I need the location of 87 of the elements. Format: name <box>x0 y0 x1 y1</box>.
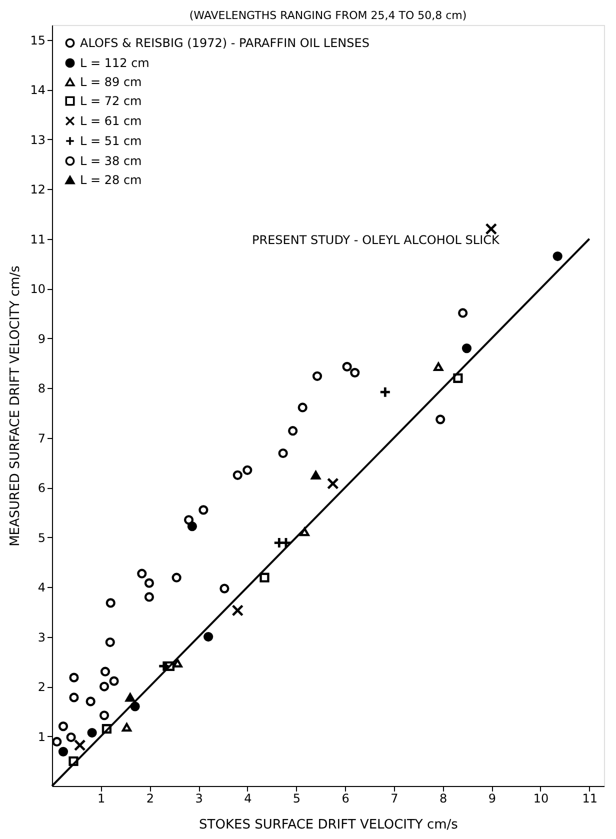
y-tick-label: 14 <box>30 83 46 98</box>
point <box>485 222 498 235</box>
x-tick-label: 4 <box>244 792 252 806</box>
point <box>99 710 110 720</box>
y-tick-label: 4 <box>38 580 46 595</box>
point <box>172 572 182 582</box>
point <box>458 308 468 318</box>
x-tick-label: 2 <box>146 792 154 806</box>
x-tick-label: 5 <box>292 792 301 806</box>
y-tick-label: 5 <box>38 530 46 545</box>
point <box>453 373 463 383</box>
y-tick-label: 12 <box>30 182 46 197</box>
point <box>184 515 194 525</box>
point <box>204 632 214 642</box>
x-tick-label: 8 <box>439 792 448 806</box>
point <box>58 746 68 756</box>
legend-label: L = 51 cm <box>80 134 142 148</box>
annotation: PRESENT STUDY - OLEYL ALCOHOL SLICK <box>252 233 501 247</box>
point <box>326 478 339 490</box>
point <box>109 676 119 686</box>
legend-label: L = 61 cm <box>80 114 142 128</box>
point <box>312 371 322 381</box>
x-tick-label: 1 <box>98 792 106 806</box>
point <box>232 604 244 616</box>
point <box>52 736 62 747</box>
legend-label: ALOFS & REISBIG (1972) - PARAFFIN OIL LENSES <box>80 36 370 50</box>
x-tick-label: 6 <box>342 792 350 806</box>
point <box>288 426 298 436</box>
y-tick-label: 10 <box>30 282 46 296</box>
x-tick-label: 9 <box>488 792 496 806</box>
point <box>436 414 446 424</box>
point <box>102 724 112 734</box>
point <box>144 578 154 588</box>
point <box>68 756 78 766</box>
legend-label: L = 72 cm <box>80 94 142 108</box>
point <box>172 658 182 668</box>
point <box>122 722 132 732</box>
y-tick-label: 13 <box>30 132 46 147</box>
y-tick-label: 2 <box>38 680 46 694</box>
point <box>462 344 472 354</box>
y-axis-title: MEASURED SURFACE DRIFT VELOCITY cm/s <box>8 265 24 546</box>
point <box>105 637 115 648</box>
point <box>69 672 79 682</box>
point <box>379 386 392 398</box>
legend-label: L = 28 cm <box>80 173 142 187</box>
x-axis-title: STOKES SURFACE DRIFT VELOCITY cm/s <box>199 818 458 832</box>
y-tick-label: 11 <box>30 232 46 246</box>
x-tick-label: 7 <box>390 792 398 806</box>
legend-label: L = 89 cm <box>80 75 142 89</box>
point <box>298 402 308 412</box>
point <box>434 362 444 372</box>
point <box>137 568 147 578</box>
point <box>260 572 270 582</box>
point <box>232 470 242 480</box>
point <box>342 362 352 372</box>
point <box>278 448 288 458</box>
point <box>220 584 230 594</box>
point <box>144 592 154 602</box>
legend-label: L = 112 cm <box>80 56 150 70</box>
y-tick-label: 9 <box>38 332 46 346</box>
y-tick-label: 7 <box>38 431 46 446</box>
point <box>69 692 79 702</box>
x-tick-label: 10 <box>533 792 549 806</box>
point <box>187 522 198 532</box>
y-tick-label: 15 <box>30 33 46 48</box>
chart-title: (WAVELENGTHS RANGING FROM 25,4 TO 50,8 cm) <box>189 9 467 22</box>
point <box>242 465 252 475</box>
point <box>125 693 135 702</box>
point <box>106 598 116 608</box>
point <box>99 682 110 692</box>
y-tick-label: 3 <box>38 630 46 644</box>
y-tick-label: 1 <box>38 730 46 744</box>
point <box>350 368 360 378</box>
legend-label: L = 38 cm <box>80 154 142 168</box>
x-tick-label: 11 <box>582 792 598 806</box>
point <box>164 661 175 671</box>
point <box>58 722 68 732</box>
y-tick-label: 8 <box>38 382 46 396</box>
point <box>552 251 562 262</box>
point <box>87 728 97 738</box>
point <box>198 505 208 515</box>
x-tick-label: 3 <box>195 792 203 806</box>
point <box>310 470 321 480</box>
point <box>86 696 96 706</box>
point <box>100 666 110 676</box>
point <box>300 528 310 536</box>
y-tick-label: 6 <box>38 481 46 496</box>
